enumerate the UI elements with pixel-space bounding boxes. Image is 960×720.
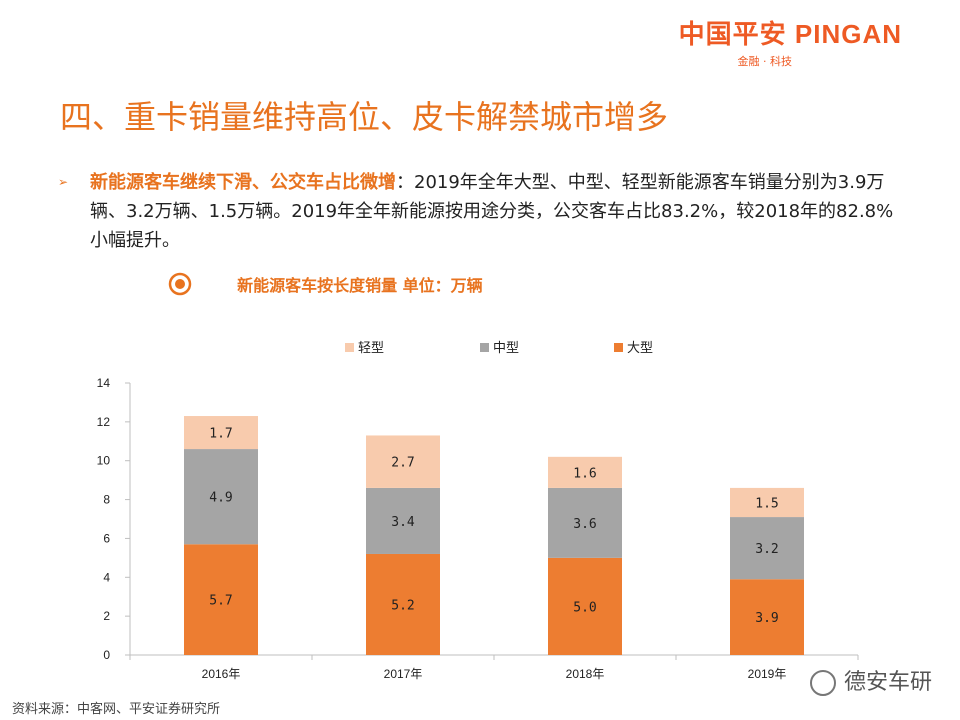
- bar-data-label: 3.9: [755, 611, 778, 626]
- y-tick-label: 14: [97, 376, 111, 390]
- x-tick-label: 2019年: [748, 667, 787, 681]
- chart-subtitle-row: 新能源客车按长度销量 单位：万辆: [168, 272, 483, 296]
- bar-data-label: 1.7: [209, 427, 232, 442]
- watermark-text: 德安车研: [843, 670, 932, 695]
- legend-label: 大型: [627, 341, 653, 356]
- y-tick-label: 4: [103, 570, 110, 584]
- page-title: 四、重卡销量维持高位、皮卡解禁城市增多: [60, 98, 669, 136]
- logo-tagline: 金融 · 科技: [737, 55, 793, 68]
- x-tick-label: 2017年: [384, 667, 423, 681]
- y-tick-label: 2: [103, 609, 110, 623]
- legend-swatch: [480, 343, 489, 352]
- x-tick-label: 2018年: [566, 667, 605, 681]
- bar-data-label: 3.6: [573, 517, 596, 532]
- bar-segment-大型: [184, 544, 258, 655]
- bar-data-label: 3.4: [391, 515, 415, 530]
- bar-segment-轻型: [184, 416, 258, 450]
- legend-swatch: [345, 343, 354, 352]
- bar-segment-大型: [366, 553, 440, 655]
- bar-segment-中型: [730, 517, 804, 580]
- bar-segment-大型: [730, 579, 804, 655]
- target-icon: [168, 272, 192, 296]
- bar-data-label: 4.9: [209, 491, 232, 506]
- bar-segment-轻型: [548, 456, 622, 488]
- bar-data-label: 2.7: [391, 456, 414, 471]
- bar-segment-中型: [184, 449, 258, 545]
- bar-data-label: 5.7: [209, 594, 232, 609]
- y-tick-label: 8: [103, 493, 110, 507]
- y-tick-label: 10: [97, 454, 111, 468]
- legend-label: 中型: [493, 341, 519, 356]
- bar-data-label: 5.0: [573, 600, 596, 615]
- bar-segment-大型: [548, 557, 622, 655]
- y-tick-label: 0: [103, 648, 110, 662]
- arrow-bullet-icon: ➢: [58, 175, 69, 189]
- bullet-lead: 新能源客车继续下滑、公交车占比微增: [90, 172, 396, 193]
- y-tick-label: 12: [97, 415, 111, 429]
- bar-data-label: 3.2: [755, 542, 778, 557]
- bullet-text: 新能源客车继续下滑、公交车占比微增：2019年全年大型、中型、轻型新能源客车销量…: [90, 168, 898, 255]
- source-note: 资料来源：中客网、平安证券研究所: [12, 702, 221, 717]
- bullet-body: ：2019年全年大型、中型、轻型新能源客车销量分别为3.9万辆、3.2万辆、1.…: [90, 172, 894, 251]
- logo-brand: 中国平安 PINGAN: [678, 19, 902, 49]
- legend-swatch: [614, 343, 623, 352]
- bar-segment-轻型: [366, 435, 440, 488]
- bar-segment-轻型: [730, 487, 804, 518]
- bar-data-label: 1.6: [573, 466, 596, 481]
- legend-label: 轻型: [358, 341, 384, 356]
- bar-data-label: 5.2: [391, 598, 414, 613]
- chart-subtitle: 新能源客车按长度销量 单位：万辆: [237, 276, 483, 295]
- bar-data-label: 1.5: [755, 496, 778, 511]
- wechat-icon: [809, 670, 836, 696]
- pingan-logo: 中国平安 PINGAN 金融 · 科技: [679, 14, 902, 69]
- bar-segment-中型: [548, 487, 622, 558]
- y-tick-label: 6: [103, 531, 110, 545]
- bullet-paragraph: ➢ 新能源客车继续下滑、公交车占比微增：2019年全年大型、中型、轻型新能源客车…: [58, 168, 898, 255]
- bar-segment-中型: [366, 487, 440, 554]
- watermark: 德安车研: [809, 664, 932, 696]
- x-tick-label: 2016年: [202, 667, 241, 681]
